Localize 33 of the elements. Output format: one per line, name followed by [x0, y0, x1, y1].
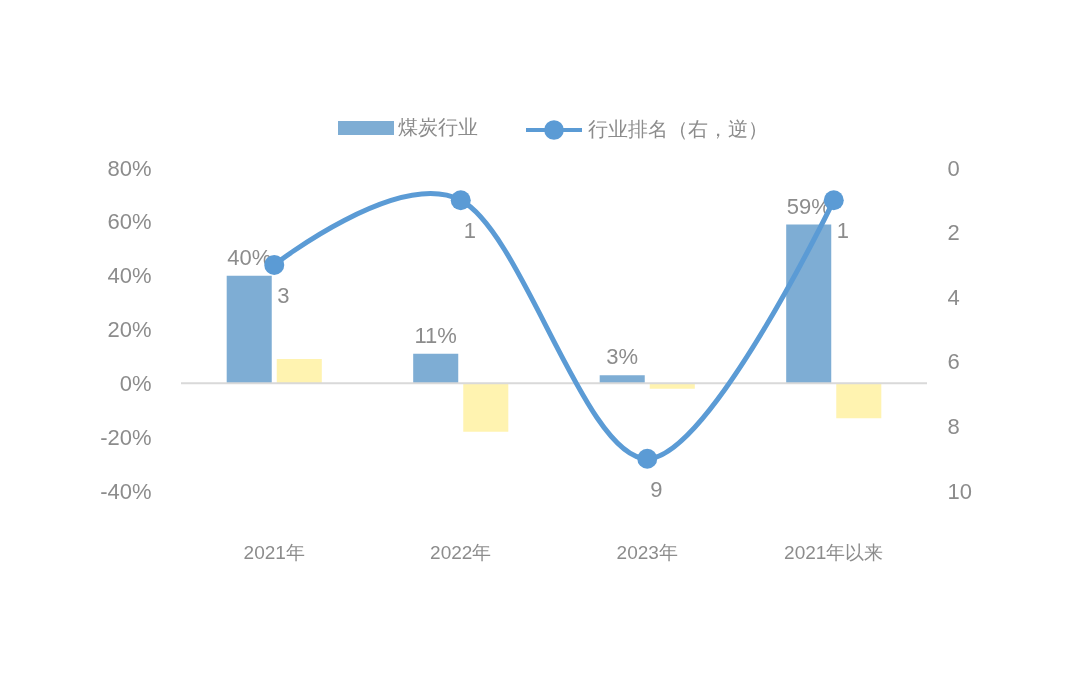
x-tick-label: 2021年以来 — [784, 541, 884, 563]
data-label: 9 — [650, 476, 663, 502]
point — [637, 448, 658, 469]
y-tick-label: 80% — [107, 155, 152, 181]
y2-tick-label: 8 — [947, 413, 960, 439]
data-label: 1 — [836, 218, 849, 244]
legend-label: 行业排名（右，逆） — [588, 118, 768, 140]
x-tick-label: 2022年 — [430, 541, 492, 563]
legend-label: 煤炭行业 — [398, 116, 478, 138]
point — [450, 190, 471, 211]
bar — [276, 359, 322, 384]
bar — [413, 353, 459, 384]
y-tick-label: 60% — [107, 209, 152, 235]
y2-tick-label: 10 — [947, 478, 972, 504]
y2-tick-label: 0 — [947, 155, 960, 181]
y-tick-label: -40% — [100, 478, 152, 504]
data-label: 3 — [277, 282, 290, 308]
data-label: 1 — [463, 218, 476, 244]
y2-tick-label: 4 — [947, 284, 960, 310]
bar — [836, 383, 882, 419]
y-tick-label: -20% — [100, 424, 152, 450]
y-tick-label: 20% — [107, 317, 152, 342]
y2-tick-label: 6 — [947, 349, 960, 375]
bar — [786, 224, 832, 384]
x-tick-label: 2023年 — [616, 541, 678, 563]
bar — [463, 383, 509, 432]
x-tick-label: 2021年 — [243, 541, 305, 563]
data-label: 3% — [606, 344, 639, 370]
y-tick-label: 0% — [119, 370, 152, 396]
y-tick-label: 40% — [107, 263, 152, 289]
data-label: 11% — [414, 322, 457, 348]
bar — [226, 275, 272, 384]
y2-tick-label: 2 — [947, 220, 960, 246]
